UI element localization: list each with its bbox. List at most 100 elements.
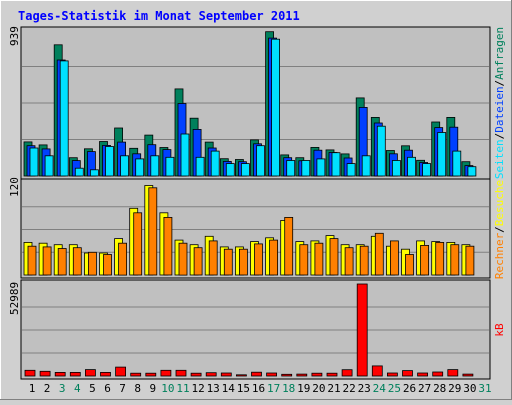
- legend-separator: /: [493, 133, 506, 140]
- bar-kb-day-3: [54, 371, 66, 377]
- bar-rechner-day-14: [223, 248, 233, 276]
- x-label-day-16: 16: [252, 382, 265, 395]
- bar-seiten-day-27: [422, 163, 432, 177]
- bar-kb-day-5: [85, 369, 96, 377]
- bar-seiten-day-5: [90, 169, 99, 177]
- bar-kb-day-8: [130, 372, 142, 377]
- bar-kb-day-7: [115, 366, 126, 377]
- bar-seiten-day-7: [120, 155, 129, 177]
- legend-panel-3: kB: [493, 323, 506, 337]
- x-label-day-22: 22: [342, 382, 355, 395]
- bar-kb-day-14: [220, 372, 232, 377]
- legend-entry: Seiten: [493, 139, 506, 179]
- bar-rechner-day-23: [359, 245, 369, 276]
- bar-kb-day-17: [266, 372, 278, 377]
- legend-entry: Anfragen: [493, 27, 506, 80]
- bar-seiten-day-3: [59, 60, 69, 177]
- x-label-day-6: 6: [104, 382, 111, 395]
- bar-kb-day-21: [326, 372, 338, 377]
- bar-rechner-day-16: [254, 243, 263, 276]
- bar-rechner-day-11: [178, 242, 188, 276]
- bar-kb-day-13: [205, 372, 217, 377]
- bar-rechner-day-1: [27, 245, 37, 276]
- bar-kb-day-15: [235, 374, 247, 377]
- legend-separator: /: [493, 226, 506, 233]
- bar-rechner-day-19: [299, 244, 309, 276]
- bar-kb-day-22: [341, 369, 353, 377]
- bar-rechner-day-24: [374, 232, 384, 276]
- bar-kb-day-29: [447, 369, 459, 377]
- bar-seiten-day-29: [452, 150, 462, 177]
- chart-title: Tages-Statistik im Monat September 2011: [18, 9, 300, 23]
- legend-entry: Rechner: [493, 232, 506, 279]
- bar-rechner-day-9: [148, 187, 158, 276]
- x-label-day-15: 15: [237, 382, 250, 395]
- bar-seiten-day-15: [240, 163, 250, 177]
- bar-kb-day-25: [386, 372, 398, 377]
- legend-entry: Dateien: [493, 86, 506, 132]
- bar-seiten-day-1: [29, 147, 39, 177]
- bar-seiten-day-17: [271, 38, 281, 177]
- bar-rechner-day-20: [314, 242, 324, 276]
- x-label-day-12: 12: [191, 382, 204, 395]
- x-label-day-2: 2: [44, 382, 51, 395]
- x-label-day-5: 5: [89, 382, 96, 395]
- x-label-day-9: 9: [149, 382, 156, 395]
- bar-seiten-day-26: [407, 156, 416, 177]
- bar-kb-day-2: [39, 370, 51, 377]
- bar-seiten-day-14: [225, 163, 235, 177]
- x-label-day-10: 10: [161, 382, 174, 395]
- bar-rechner-day-12: [193, 247, 203, 276]
- bar-seiten-day-10: [165, 156, 175, 177]
- bar-rechner-day-21: [329, 238, 339, 276]
- x-label-day-20: 20: [312, 382, 325, 395]
- bar-seiten-day-25: [391, 160, 401, 177]
- bar-seiten-day-21: [331, 152, 341, 177]
- legend-entry: Besuche: [493, 180, 506, 226]
- bar-seiten-day-9: [150, 155, 160, 177]
- x-label-day-18: 18: [282, 382, 295, 395]
- x-label-day-1: 1: [29, 382, 36, 395]
- bar-seiten-day-8: [135, 158, 145, 177]
- bar-seiten-day-2: [44, 155, 54, 177]
- bar-kb-day-4: [69, 371, 81, 377]
- x-label-day-30: 30: [463, 382, 476, 395]
- bar-kb-day-20: [311, 372, 323, 377]
- bar-rechner-day-7: [118, 242, 127, 276]
- bar-seiten-day-13: [210, 150, 220, 177]
- bar-seiten-day-24: [376, 125, 386, 177]
- bar-rechner-day-13: [208, 240, 218, 276]
- x-label-day-7: 7: [119, 382, 126, 395]
- legend-separator: /: [493, 80, 506, 87]
- bar-rechner-day-25: [389, 240, 399, 276]
- bar-kb-day-11: [175, 369, 187, 377]
- x-label-day-4: 4: [74, 382, 81, 395]
- x-label-day-19: 19: [297, 382, 310, 395]
- bar-seiten-day-22: [346, 163, 356, 177]
- x-label-day-31: 31: [478, 382, 491, 395]
- bar-kb-day-9: [145, 372, 157, 377]
- bar-seiten-day-20: [316, 158, 326, 177]
- bar-rechner-day-18: [284, 216, 294, 276]
- bar-rechner-day-5: [88, 251, 97, 276]
- bar-kb-day-26: [402, 370, 413, 377]
- bar-kb-day-28: [432, 371, 444, 377]
- bar-kb-day-6: [100, 371, 111, 377]
- bar-rechner-day-8: [133, 212, 143, 276]
- bar-rechner-day-27: [420, 244, 430, 276]
- x-axis-labels: 1 2 3 4 5 6 7 8 9 10 11 12 13 14 15 16 17 18 19 20 21 22 23 24 2…: [29, 382, 492, 395]
- bar-seiten-day-19: [301, 160, 311, 177]
- bar-kb-day-12: [190, 372, 202, 377]
- bar-kb-day-1: [24, 369, 36, 377]
- bar-kb-day-16: [251, 371, 262, 377]
- bar-seiten-day-6: [105, 146, 114, 177]
- bar-kb-day-27: [417, 372, 429, 377]
- x-label-day-3: 3: [59, 382, 66, 395]
- bar-seiten-day-12: [195, 156, 205, 177]
- bar-rechner-day-17: [269, 239, 279, 276]
- x-label-day-21: 21: [327, 382, 340, 395]
- legend-panel-1: Seiten/Dateien/Anfragen: [493, 27, 506, 179]
